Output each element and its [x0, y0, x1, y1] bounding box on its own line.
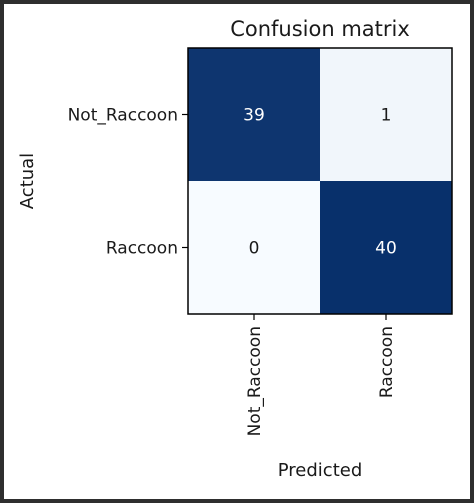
plot-frame [187, 47, 453, 315]
cell-value-label-r1-c1: 40 [375, 239, 397, 259]
x-tick-label: Raccoon [377, 326, 397, 398]
x-axis-label: Predicted [278, 460, 363, 481]
chart-title: Confusion matrix [230, 17, 410, 41]
heatmap-cell-r0-c0 [188, 48, 321, 182]
cell-value-label-r1-c0: 0 [249, 239, 260, 259]
y-axis-ticks: Not_Raccoon Raccoon [68, 106, 188, 259]
heatmap-cells [188, 48, 453, 315]
heatmap-cell-r1-c0 [188, 181, 321, 315]
cell-value-label-r0-c1: 1 [381, 106, 392, 126]
cell-value-label-r0-c0: 39 [243, 106, 265, 126]
y-axis-label: Actual [17, 153, 38, 209]
heatmap-cell-r0-c1 [320, 48, 453, 182]
x-tick-label: Not_Raccoon [245, 326, 265, 436]
heatmap-cell-labels: 39 1 0 40 [243, 106, 397, 259]
figure-canvas: Confusion matrix 39 1 0 40 Not_Raccoon Racco… [4, 4, 470, 499]
heatmap-cell-r1-c1 [320, 181, 453, 315]
confusion-matrix-chart: Confusion matrix 39 1 0 40 Not_Raccoon Racco… [17, 17, 453, 481]
y-tick-label: Not_Raccoon [68, 106, 178, 126]
y-tick-label: Raccoon [106, 239, 178, 259]
x-axis-ticks: Not_Raccoon Raccoon [245, 314, 397, 436]
